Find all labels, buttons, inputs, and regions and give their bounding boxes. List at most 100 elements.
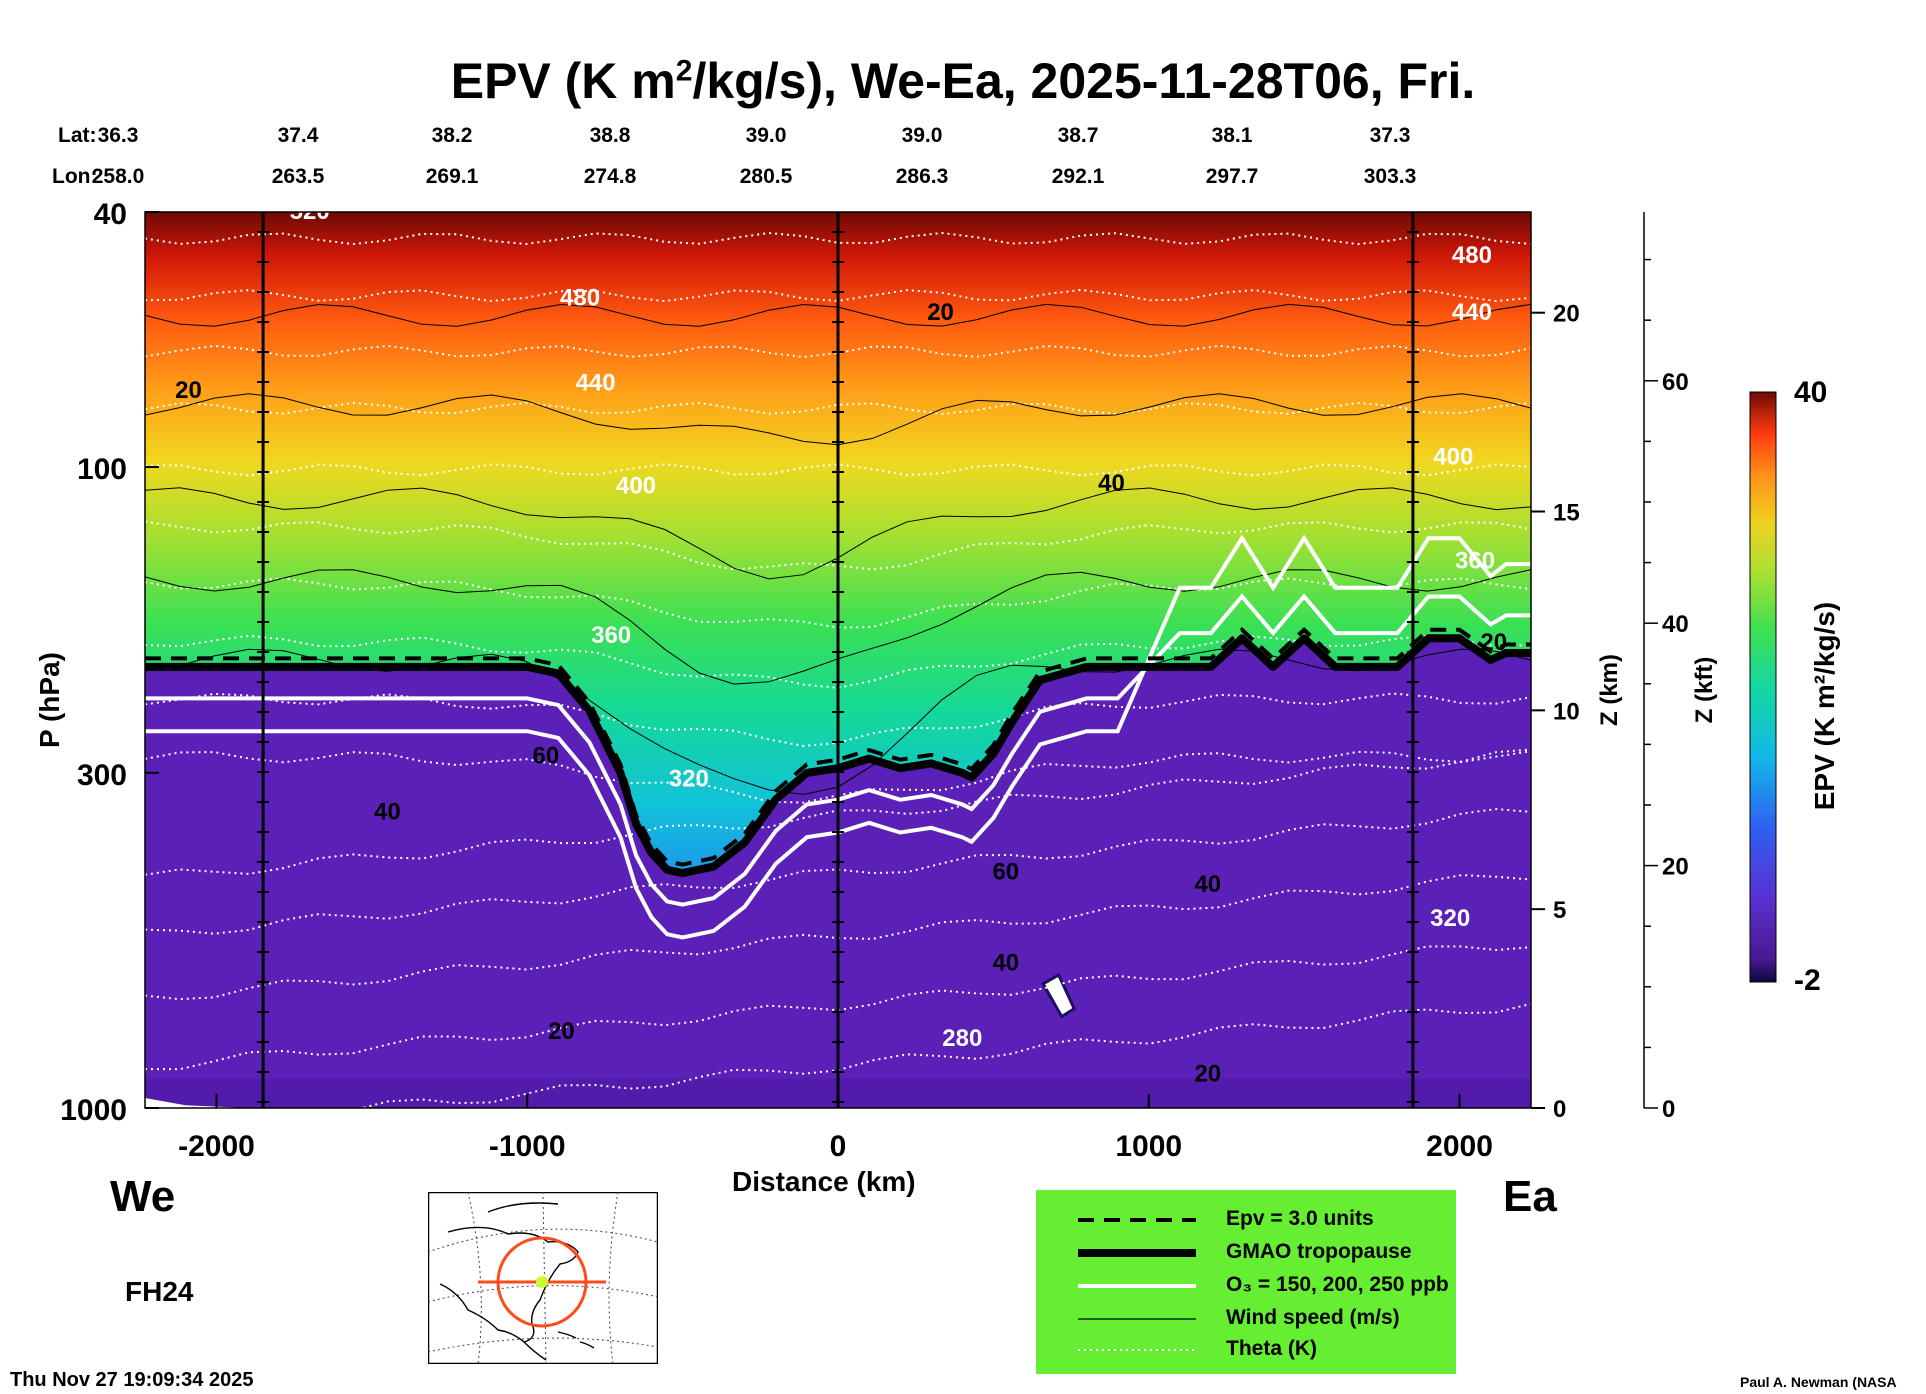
wind-label: 20 [175, 377, 202, 404]
ozone-contour [145, 593, 1531, 907]
wind-label: 40 [374, 799, 401, 826]
theta-contour [145, 401, 1531, 415]
theta-contour [145, 808, 1531, 935]
legend-item-ozone: O₃ = 150, 200, 250 ppb [1226, 1273, 1449, 1296]
legend: Epv = 3.0 units GMAO tropopause O₃ = 150… [1036, 1190, 1456, 1374]
lon-label: Lon: [52, 165, 98, 188]
theta-label: 280 [942, 1025, 982, 1052]
lat-value: 39.0 [745, 124, 787, 147]
theta-label: 480 [560, 285, 600, 312]
colorbar-min-label: -2 [1794, 964, 1821, 997]
wind-label: 20 [927, 299, 954, 326]
lat-value: 39.0 [901, 124, 943, 147]
y-tick-label: 100 [77, 453, 127, 486]
west-label: We [110, 1172, 176, 1221]
lat-value: 38.1 [1211, 124, 1253, 147]
wind-label: 20 [1480, 629, 1507, 656]
theta-label: 360 [591, 622, 631, 649]
y-tick-label: 40 [94, 198, 127, 231]
z-kft-tick-label: 60 [1662, 369, 1689, 396]
wind-label: 60 [992, 858, 1019, 885]
theta-contour [145, 945, 1531, 1071]
lon-value: 263.5 [271, 165, 325, 188]
legend-swatches [1078, 1218, 1196, 1351]
x-tick-label: -1000 [489, 1130, 566, 1163]
negative-epv-patch [1041, 972, 1077, 1019]
theta-label: 360 [1455, 548, 1495, 575]
forecast-hour: FH24 [125, 1276, 194, 1307]
lon-value: 297.7 [1205, 165, 1259, 188]
lat-value: 36.3 [97, 124, 139, 147]
y-axis-title: P (hPa) [34, 652, 65, 748]
lon-value: 280.5 [739, 165, 793, 188]
wind-label: 60 [533, 742, 560, 769]
theta-label: 520 [1138, 191, 1178, 218]
lon-value: 274.8 [583, 165, 637, 188]
chart-title: EPV (K m2/kg/s), We-Ea, 2025-11-28T06, F… [450, 53, 1476, 109]
lat-value: 38.8 [589, 124, 631, 147]
z-kft-tick-label: 40 [1662, 611, 1689, 638]
z-km-tick-label: 10 [1553, 698, 1580, 725]
z-km-tick-label: 15 [1553, 500, 1580, 527]
wind-label: 40 [1098, 470, 1125, 497]
theta-label: 320 [1430, 905, 1470, 932]
theta-contour [145, 288, 1531, 303]
lon-value: 269.1 [425, 165, 479, 188]
legend-item-tropopause: GMAO tropopause [1226, 1240, 1412, 1263]
theta-contour [145, 520, 1531, 571]
ozone-contour [145, 534, 1531, 940]
colorbar-title: EPV (K m²/kg/s) [1809, 601, 1840, 811]
inset-map [428, 1192, 658, 1364]
lon-value: 303.3 [1363, 165, 1417, 188]
lat-value: 37.3 [1369, 124, 1411, 147]
theta-label: 480 [1452, 242, 1492, 269]
z-km-tick-label: 20 [1553, 301, 1580, 328]
theta-contour [145, 231, 1531, 246]
legend-item-wind: Wind speed (m/s) [1226, 1306, 1400, 1329]
theta-label: 320 [669, 765, 709, 792]
x-tick-label: 2000 [1426, 1130, 1493, 1163]
lon-value: 286.3 [895, 165, 949, 188]
lon-value: 292.1 [1051, 165, 1105, 188]
theta-label: 400 [1433, 443, 1473, 470]
theta-label: 440 [1452, 299, 1492, 326]
tropopause-line [145, 634, 1531, 878]
terrain-mask [145, 1098, 248, 1108]
theta-contour [145, 463, 1531, 477]
colorbar-ramp [1749, 391, 1777, 983]
z-km-axis-title: Z (km) [1596, 654, 1623, 726]
lat-value: 37.4 [277, 124, 319, 147]
y-tick-label: 1000 [60, 1094, 127, 1127]
epv-3-contour [145, 627, 1531, 867]
x-tick-label: 1000 [1115, 1130, 1182, 1163]
z-km-tick-label: 5 [1553, 897, 1566, 924]
east-label: Ea [1503, 1172, 1557, 1221]
z-kft-tick-label: 0 [1662, 1096, 1675, 1123]
z-km-tick-label: 0 [1553, 1096, 1566, 1123]
legend-item-theta: Theta (K) [1226, 1337, 1317, 1360]
wind-label: 20 [548, 1018, 575, 1045]
theta-contour [145, 692, 1531, 748]
plot-area: 520 520 480 480 440 440 400 400 360 360 320 320 280 2… [145, 191, 1531, 1112]
lat-label: Lat: [58, 124, 97, 147]
theta-label: 440 [576, 370, 616, 397]
wind-label: 20 [1194, 1061, 1221, 1088]
y-tick-label: 300 [77, 759, 127, 792]
lat-value: 38.7 [1057, 124, 1099, 147]
lat-value: 38.2 [431, 124, 473, 147]
colorbar-max-label: 40 [1794, 376, 1828, 409]
wind-label: 40 [992, 949, 1019, 976]
timestamp: Thu Nov 27 19:09:34 2025 [10, 1369, 254, 1391]
colorbar [1749, 391, 1777, 983]
wind-label: 40 [1194, 871, 1221, 898]
credit: Paul A. Newman (NASA [1740, 1374, 1897, 1390]
theta-contour [145, 577, 1531, 629]
lon-value: 258.0 [91, 165, 145, 188]
legend-item-epv: Epv = 3.0 units [1226, 1207, 1374, 1230]
theta-label: 520 [290, 198, 330, 225]
x-tick-label: -2000 [178, 1130, 255, 1163]
x-tick-label: 0 [830, 1130, 847, 1163]
z-kft-tick-label: 20 [1662, 854, 1689, 881]
theta-label: 400 [616, 473, 656, 500]
